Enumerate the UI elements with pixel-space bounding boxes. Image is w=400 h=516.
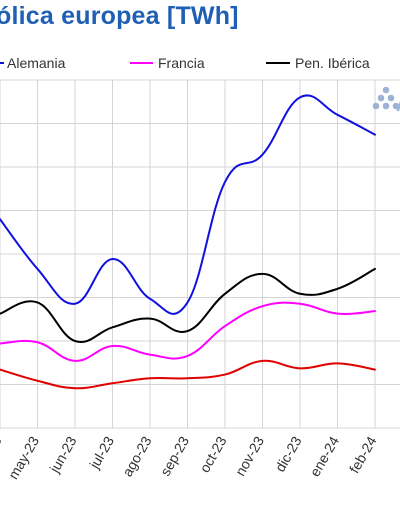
x-tick-label: ene-24 — [306, 433, 342, 479]
chart-grid — [0, 79, 400, 429]
x-tick-label: may-23 — [5, 433, 42, 482]
series-line-1 — [0, 301, 376, 362]
x-axis-ticks: abr-23 may-23 jun-23 jul-23 ago-23 sep-23 oct-… — [0, 433, 380, 482]
x-tick-label: oct-23 — [196, 433, 229, 475]
series-line-2 — [0, 267, 376, 344]
x-tick-label: jul-23 — [86, 433, 118, 472]
logo-fragment: A — [396, 95, 400, 115]
legend-label: Pen. Ibérica — [295, 55, 370, 71]
logo-dot — [377, 94, 385, 102]
logo-dot — [382, 86, 390, 94]
logo-dot — [387, 94, 395, 102]
x-tick-label: feb-24 — [346, 433, 380, 476]
x-tick-label: ago-23 — [119, 433, 155, 479]
logo-dot — [392, 102, 400, 110]
x-tick-label: jun-23 — [46, 433, 80, 476]
series-line-3 — [0, 359, 376, 390]
chart-legend: Alemania Francia Pen. Ibérica — [0, 55, 370, 71]
legend-label: Francia — [158, 55, 205, 71]
chart-title: ólica europea [TWh] — [0, 2, 239, 30]
series-line-0 — [0, 94, 376, 315]
x-tick-label: sep-23 — [157, 433, 192, 478]
x-tick-label: dic-23 — [272, 433, 305, 474]
x-tick-label: abr-23 — [0, 433, 5, 476]
logo-dot — [382, 102, 390, 110]
legend-label: Alemania — [7, 55, 66, 71]
logo-dot — [372, 102, 380, 110]
chart-series — [0, 94, 376, 390]
dots-logo-icon: A — [372, 86, 400, 115]
x-tick-label: nov-23 — [232, 433, 267, 478]
